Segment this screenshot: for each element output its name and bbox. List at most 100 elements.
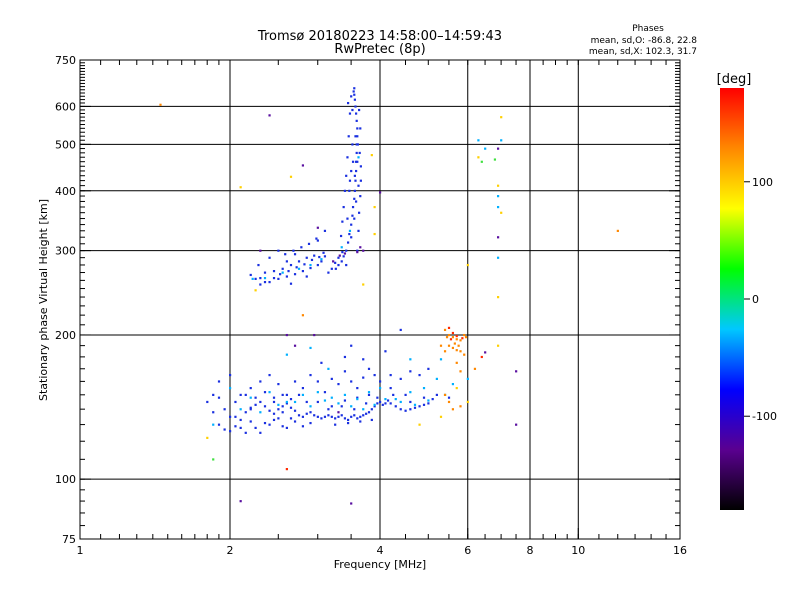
data-point	[254, 289, 257, 292]
data-point	[309, 405, 312, 408]
data-point	[455, 386, 458, 390]
data-point	[263, 271, 267, 274]
data-point	[277, 403, 280, 406]
data-point	[353, 197, 356, 200]
data-point	[320, 260, 323, 263]
data-point	[354, 160, 358, 163]
data-point	[351, 214, 354, 217]
data-point	[404, 409, 407, 412]
data-point	[212, 411, 215, 414]
data-point	[316, 263, 319, 267]
data-point	[449, 338, 453, 341]
data-point	[277, 417, 280, 420]
data-point	[350, 223, 353, 226]
data-point	[300, 246, 303, 249]
data-point	[451, 336, 455, 339]
data-point	[320, 361, 323, 364]
data-point	[285, 333, 288, 337]
data-point	[305, 256, 308, 259]
data-point	[217, 396, 221, 399]
data-point	[268, 256, 271, 259]
data-point	[313, 414, 316, 417]
data-point	[357, 156, 360, 159]
data-point	[289, 282, 293, 285]
data-point	[439, 415, 443, 418]
data-point	[257, 263, 260, 267]
data-point	[263, 421, 267, 425]
data-point	[234, 425, 237, 428]
y-tick-label-2: 200	[55, 329, 76, 342]
data-point	[268, 114, 271, 117]
data-point	[277, 249, 280, 252]
data-point	[239, 426, 242, 430]
data-point	[515, 423, 518, 426]
data-point	[463, 333, 466, 337]
data-point	[285, 426, 288, 430]
data-point	[285, 400, 288, 404]
data-point	[279, 273, 282, 276]
data-point	[272, 269, 276, 273]
data-point	[289, 263, 293, 267]
data-point	[457, 344, 460, 347]
data-point	[337, 256, 340, 259]
data-point	[315, 237, 318, 240]
data-point	[301, 425, 305, 428]
data-point	[338, 254, 341, 257]
data-point	[281, 411, 284, 414]
data-point	[316, 400, 319, 404]
data-point	[466, 377, 469, 380]
data-point	[493, 158, 497, 161]
data-point	[297, 393, 301, 397]
colorbar-tick-label-2: -100	[752, 410, 777, 423]
data-point	[330, 405, 333, 408]
data-point	[301, 393, 305, 397]
data-point	[394, 405, 397, 408]
data-point	[281, 405, 284, 408]
data-point	[330, 415, 333, 418]
data-point	[327, 408, 330, 411]
data-point	[239, 500, 242, 503]
data-point	[353, 414, 356, 417]
data-point	[343, 252, 347, 255]
data-point	[346, 156, 349, 159]
data-point	[359, 415, 362, 418]
data-point	[354, 135, 357, 138]
data-point	[295, 266, 298, 269]
data-point	[239, 393, 242, 397]
data-point	[334, 423, 337, 426]
data-point	[277, 408, 280, 411]
data-point	[455, 335, 458, 338]
data-point	[251, 277, 254, 280]
data-point	[359, 165, 362, 168]
chart-subtitle: RwPretec (8p)	[334, 42, 425, 57]
data-point	[206, 436, 209, 439]
data-point	[229, 415, 232, 418]
data-point	[305, 275, 308, 278]
data-point	[443, 393, 447, 397]
data-point	[285, 260, 288, 263]
data-point	[392, 393, 395, 397]
data-point	[293, 380, 297, 383]
data-point	[389, 386, 392, 390]
data-point	[320, 417, 323, 420]
data-point	[373, 403, 376, 406]
data-point	[370, 154, 373, 157]
data-point	[355, 151, 358, 155]
data-point	[239, 418, 242, 422]
data-point	[447, 400, 451, 404]
data-point	[345, 263, 348, 267]
data-point	[373, 373, 376, 377]
data-point	[327, 414, 330, 417]
data-point	[244, 431, 247, 434]
data-point	[367, 393, 371, 397]
data-point	[223, 408, 226, 411]
data-point	[320, 258, 323, 261]
data-point	[277, 382, 280, 386]
data-point	[301, 164, 305, 167]
data-point	[272, 400, 276, 404]
data-point	[350, 236, 353, 239]
data-point	[367, 367, 371, 370]
data-point	[318, 255, 321, 259]
data-point	[379, 386, 382, 390]
data-point	[439, 344, 443, 347]
